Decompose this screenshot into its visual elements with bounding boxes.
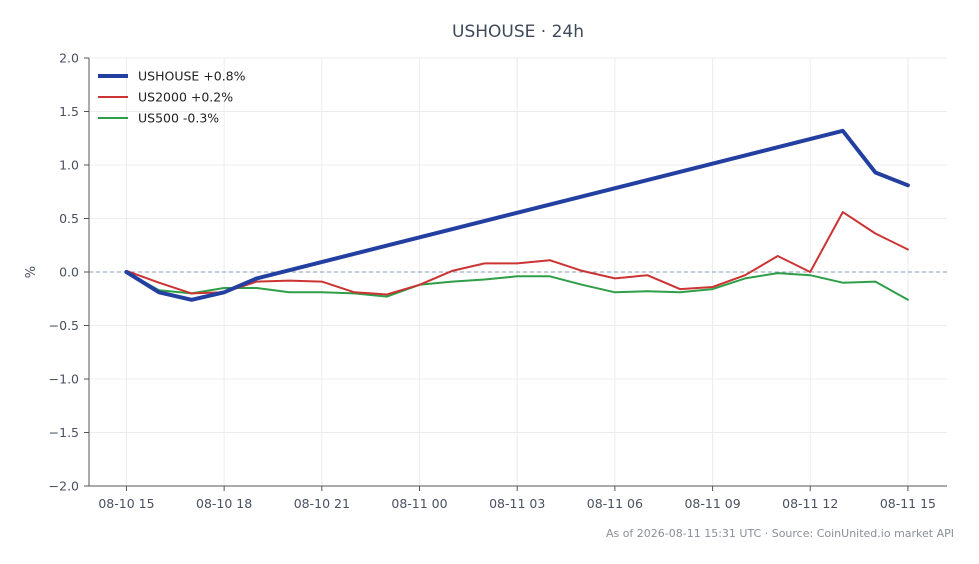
y-tick-label: −0.5 [49,318,79,333]
x-tick-label: 08-10 18 [196,496,252,511]
series-line-1 [125,211,909,296]
legend-label: US2000 +0.2% [138,90,233,105]
y-tick-label: 1.5 [59,104,79,119]
x-axis-ticks: 08-10 15 08-10 18 08-10 21 08-11 00 08-11 03… [98,486,936,511]
y-axis-label: % [24,266,39,278]
y-tick-label: 1.0 [59,158,79,173]
x-tick-label: 08-11 00 [391,496,447,511]
chart-title: USHOUSE · 24h [452,22,584,42]
x-tick-label: 08-10 21 [294,496,350,511]
series-line-0 [124,128,910,302]
y-tick-label: −2.0 [49,479,79,494]
y-tick-label: 0.5 [59,211,79,226]
footer-source: As of 2026-08-11 15:31 UTC · Source: Coi… [606,527,954,540]
y-tick-label: −1.0 [49,372,79,387]
x-tick-label: 08-11 06 [587,496,643,511]
series-line-2 [125,271,909,301]
series-lines [124,128,910,302]
y-axis-ticks: 2.0 1.5 1.0 0.5 0.0 −0.5 −1.0 −1.5 −2.0 [49,51,89,494]
x-tick-label: 08-10 15 [98,496,154,511]
y-tick-label: −1.5 [49,425,79,440]
legend-label: USHOUSE +0.8% [138,69,246,84]
x-tick-label: 08-11 09 [684,496,740,511]
x-tick-label: 08-11 03 [489,496,545,511]
x-tick-label: 08-11 12 [782,496,838,511]
x-tick-label: 08-11 15 [880,496,936,511]
legend: USHOUSE +0.8% US2000 +0.2% US500 -0.3% [98,69,246,126]
y-tick-label: 0.0 [59,265,79,280]
legend-label: US500 -0.3% [138,111,219,126]
y-tick-label: 2.0 [59,51,79,66]
